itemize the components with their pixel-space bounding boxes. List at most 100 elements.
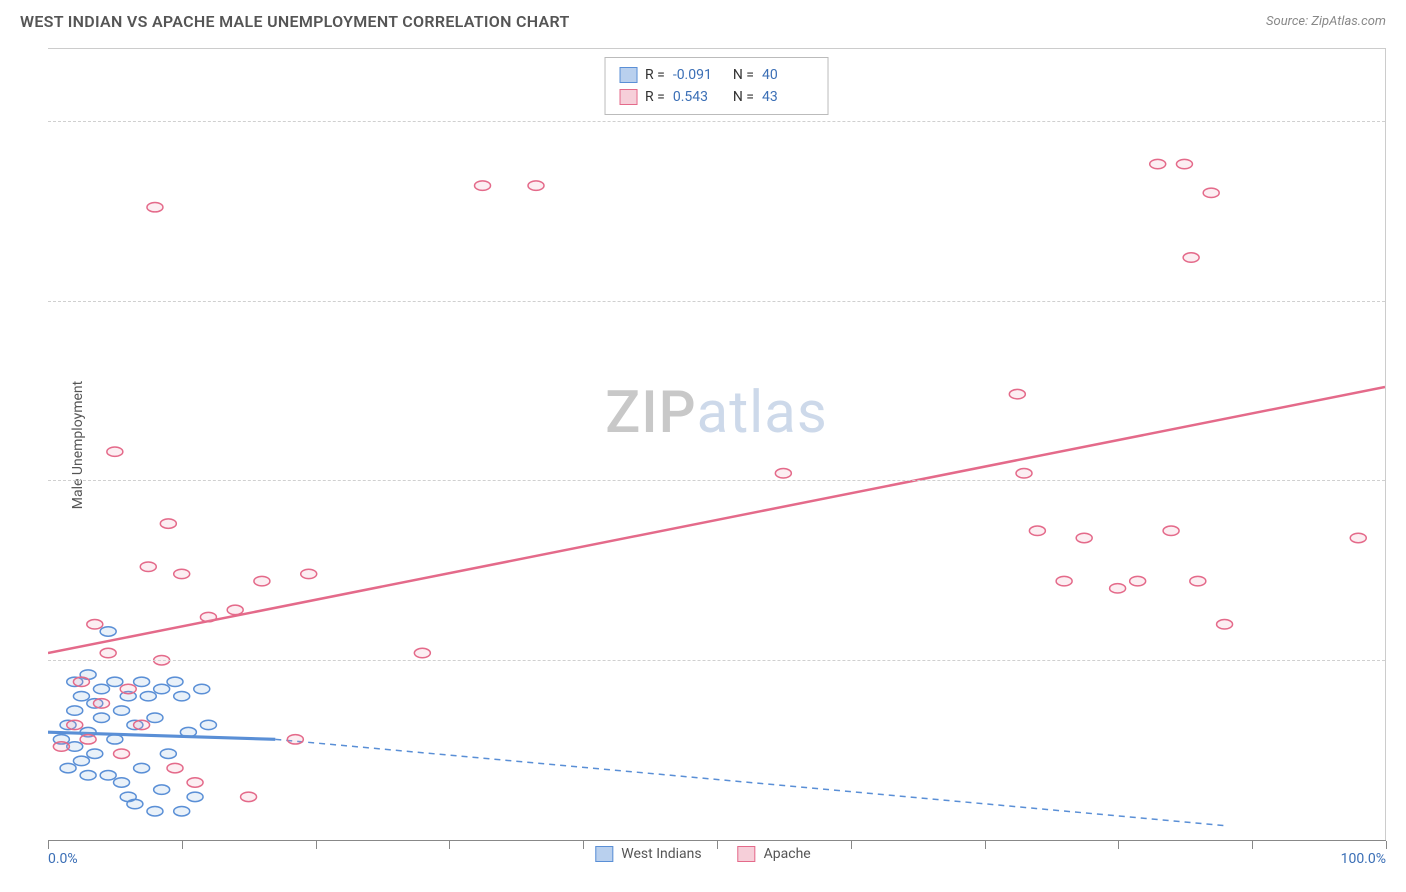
scatter-point <box>114 749 130 758</box>
x-tick <box>851 841 852 849</box>
scatter-point <box>1176 159 1192 168</box>
scatter-point <box>194 684 210 693</box>
x-tick-label: 100.0% <box>1341 851 1386 867</box>
legend-r-label: R = <box>645 64 665 86</box>
scatter-point <box>134 763 150 772</box>
x-tick-label: 0.0% <box>48 851 78 867</box>
scatter-point <box>147 713 163 722</box>
scatter-svg <box>48 49 1385 840</box>
scatter-point <box>187 778 203 787</box>
scatter-point <box>160 519 176 528</box>
scatter-point <box>87 749 103 758</box>
scatter-point <box>475 181 491 190</box>
scatter-point <box>1076 533 1092 542</box>
legend-swatch <box>619 89 637 105</box>
gridline <box>48 480 1385 481</box>
x-tick <box>1386 841 1387 849</box>
chart-title: WEST INDIAN VS APACHE MALE UNEMPLOYMENT … <box>20 12 570 31</box>
scatter-point <box>93 699 109 708</box>
scatter-point <box>167 677 183 686</box>
scatter-point <box>174 569 190 578</box>
legend-label: Apache <box>764 846 811 862</box>
legend-r-value: 0.543 <box>673 86 725 108</box>
scatter-point <box>114 706 130 715</box>
scatter-point <box>73 756 89 765</box>
scatter-point <box>93 684 109 693</box>
scatter-point <box>167 763 183 772</box>
legend-swatch <box>595 846 613 862</box>
gridline <box>48 660 1385 661</box>
x-tick <box>1252 841 1253 849</box>
scatter-point <box>60 763 76 772</box>
scatter-point <box>107 447 123 456</box>
scatter-point <box>73 691 89 700</box>
scatter-point <box>100 627 116 636</box>
scatter-point <box>80 735 96 744</box>
scatter-point <box>1350 533 1366 542</box>
x-tick <box>583 841 584 849</box>
scatter-point <box>1190 576 1206 585</box>
scatter-point <box>100 771 116 780</box>
scatter-point <box>1009 389 1025 398</box>
chart-source: Source: ZipAtlas.com <box>1266 14 1386 29</box>
legend-label: West Indians <box>621 846 701 862</box>
scatter-point <box>227 605 243 614</box>
scatter-point <box>160 749 176 758</box>
scatter-point <box>67 706 83 715</box>
legend-swatch <box>619 67 637 83</box>
legend-n-value: 40 <box>762 64 814 86</box>
scatter-point <box>1130 576 1146 585</box>
gridline <box>48 301 1385 302</box>
gridline <box>48 121 1385 122</box>
scatter-point <box>1203 188 1219 197</box>
scatter-point <box>53 742 69 751</box>
trendline <box>48 387 1385 653</box>
scatter-point <box>1110 584 1126 593</box>
scatter-point <box>100 648 116 657</box>
scatter-point <box>200 612 216 621</box>
scatter-point <box>134 720 150 729</box>
scatter-point <box>114 778 130 787</box>
legend-r-value: -0.091 <box>673 64 725 86</box>
scatter-point <box>127 799 143 808</box>
scatter-point <box>775 469 791 478</box>
x-tick <box>449 841 450 849</box>
scatter-point <box>174 691 190 700</box>
scatter-point <box>254 576 270 585</box>
scatter-point <box>241 792 257 801</box>
trendline-dashed <box>275 739 1224 825</box>
scatter-point <box>140 691 156 700</box>
scatter-point <box>107 677 123 686</box>
scatter-point <box>301 569 317 578</box>
series-legend: West Indians Apache <box>595 846 810 862</box>
x-tick <box>1118 841 1119 849</box>
scatter-point <box>180 727 196 736</box>
scatter-point <box>174 807 190 816</box>
scatter-point <box>93 713 109 722</box>
scatter-point <box>67 720 83 729</box>
scatter-point <box>414 648 430 657</box>
scatter-point <box>134 677 150 686</box>
scatter-point <box>80 771 96 780</box>
scatter-point <box>528 181 544 190</box>
scatter-point <box>1183 253 1199 262</box>
scatter-point <box>154 785 170 794</box>
scatter-point <box>1029 526 1045 535</box>
scatter-point <box>107 735 123 744</box>
scatter-point <box>287 735 303 744</box>
legend-row: R =-0.091N =40 <box>619 64 814 86</box>
scatter-point <box>1217 620 1233 629</box>
scatter-point <box>1056 576 1072 585</box>
x-tick <box>48 841 49 849</box>
legend-r-label: R = <box>645 86 665 108</box>
scatter-point <box>1016 469 1032 478</box>
x-tick <box>316 841 317 849</box>
plot-area: ZIPatlas 12.5%25.0%37.5%50.0% <box>48 49 1385 840</box>
legend-n-label: N = <box>733 86 754 108</box>
scatter-point <box>87 620 103 629</box>
scatter-point <box>154 684 170 693</box>
chart-container: Male Unemployment ZIPatlas 12.5%25.0%37.… <box>48 48 1386 840</box>
legend-item: West Indians <box>595 846 701 862</box>
legend-item: Apache <box>738 846 811 862</box>
scatter-point <box>200 720 216 729</box>
